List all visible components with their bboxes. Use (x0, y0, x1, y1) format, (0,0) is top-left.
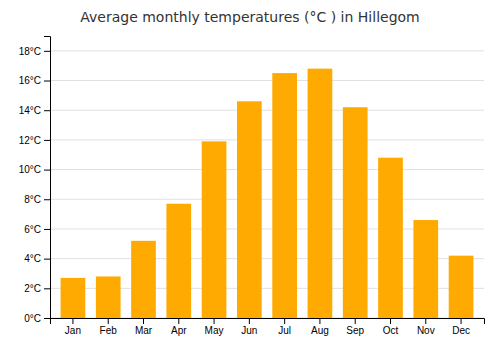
x-tick: Oct (383, 318, 399, 336)
y-tick: 18°C (19, 46, 50, 57)
x-tick-label: Nov (417, 325, 435, 336)
x-tick-label: Mar (135, 325, 153, 336)
chart: 0°C 2°C 4°C 6°C 8°C 10°C 12°C 14°C 16°C 18°C Jan Fe… (0, 0, 500, 350)
x-tick: Jun (241, 318, 257, 336)
x-tick: Sep (346, 318, 364, 336)
y-tick-label: 6°C (24, 224, 41, 235)
x-tick-label: Jan (65, 325, 81, 336)
x-tick-label: Oct (383, 325, 399, 336)
x-tick: Apr (171, 318, 187, 336)
x-tick: May (205, 318, 224, 336)
y-tick-mark (44, 199, 50, 200)
y-tick: 6°C (24, 224, 50, 235)
x-tick: Dec (452, 318, 470, 336)
y-tick-mark (44, 81, 50, 82)
grid (50, 51, 484, 318)
y-tick-mark (44, 51, 50, 52)
plot: 0°C 2°C 4°C 6°C 8°C 10°C 12°C 14°C 16°C 18°C Jan Fe… (19, 37, 485, 337)
x-tick-label: Sep (346, 325, 364, 336)
bar (237, 101, 262, 318)
x-tick-mark (214, 318, 215, 324)
y-tick: 2°C (24, 283, 50, 294)
y-tick: 4°C (24, 253, 50, 264)
bar (343, 107, 368, 318)
y-tick-label: 18°C (19, 46, 41, 57)
y-tick-mark (44, 110, 50, 111)
y-tick: 8°C (24, 194, 50, 205)
x-tick-label: Feb (100, 325, 118, 336)
x-tick: Mar (135, 318, 153, 336)
x-tick-mark (143, 318, 144, 324)
y-tick: 12°C (19, 135, 50, 146)
y-tick-label: 0°C (24, 313, 41, 324)
bar (202, 141, 227, 318)
x-tick-mark (72, 318, 73, 324)
x-tick: Nov (417, 318, 435, 336)
x-tick: Aug (311, 318, 329, 336)
grid-line (50, 169, 484, 170)
y-tick: 16°C (19, 75, 50, 86)
x-tick-mark (178, 318, 179, 324)
x-tick-mark (319, 318, 320, 324)
y-tick-mark (44, 140, 50, 141)
x-tick-label: Dec (452, 325, 470, 336)
x-tick-mark (108, 318, 109, 324)
y-tick-label: 12°C (19, 135, 41, 146)
grid-line (50, 50, 484, 51)
y-tick-label: 10°C (19, 164, 41, 175)
y-tick-mark (44, 229, 50, 230)
y-tick: 10°C (19, 164, 50, 175)
x-tick-label: Aug (311, 325, 329, 336)
y-tick-mark (44, 318, 50, 319)
x-tick-mark (284, 318, 285, 324)
y-axis-line (44, 37, 51, 319)
grid-line (50, 139, 484, 140)
bar (413, 220, 438, 318)
x-tick: Jan (65, 318, 81, 336)
bars (61, 69, 474, 318)
x-tick: Feb (100, 318, 118, 336)
y-tick-label: 8°C (24, 194, 41, 205)
x-axis-line (51, 319, 485, 325)
x-axis: Jan Feb Mar Apr May Jun Jul Aug Sep Oct Nov Dec (51, 318, 485, 336)
grid-line (50, 80, 484, 81)
bar (272, 73, 297, 318)
y-tick: 0°C (24, 313, 50, 324)
bar (449, 256, 474, 318)
grid-line (50, 199, 484, 200)
y-tick-label: 4°C (24, 253, 41, 264)
y-tick-mark (44, 170, 50, 171)
x-tick-mark (355, 318, 356, 324)
x-tick-mark (249, 318, 250, 324)
y-tick-label: 14°C (19, 105, 41, 116)
x-tick-mark (461, 318, 462, 324)
bar (131, 241, 156, 318)
x-tick: Jul (278, 318, 291, 336)
bar (166, 204, 191, 318)
y-tick-label: 2°C (24, 283, 41, 294)
x-tick-label: May (205, 325, 224, 336)
bar (378, 158, 403, 318)
y-tick-mark (44, 288, 50, 289)
bar (308, 69, 333, 318)
x-tick-label: Jul (278, 325, 291, 336)
y-tick: 14°C (19, 105, 50, 116)
x-tick-mark (390, 318, 391, 324)
y-tick-mark (44, 259, 50, 260)
x-tick-label: Jun (241, 325, 257, 336)
bar (96, 276, 121, 318)
x-tick-label: Apr (171, 325, 187, 336)
y-axis: 0°C 2°C 4°C 6°C 8°C 10°C 12°C 14°C 16°C 18°C (19, 37, 51, 324)
x-tick-mark (425, 318, 426, 324)
y-tick-label: 16°C (19, 75, 41, 86)
title: Average monthly temperatures (°C ) in Hi… (80, 9, 419, 25)
bar (61, 278, 86, 318)
grid-line (50, 110, 484, 111)
